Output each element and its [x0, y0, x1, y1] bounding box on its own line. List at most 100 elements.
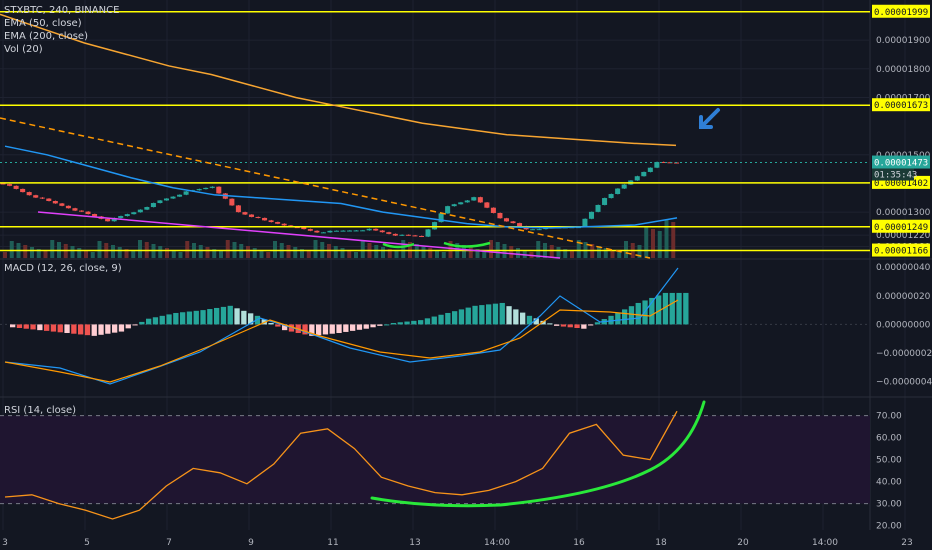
volume-bar: [340, 248, 345, 258]
candle-body: [170, 196, 176, 199]
macd-histogram-bar: [363, 324, 369, 329]
candle-body: [163, 198, 169, 201]
price-tick-label: 0.00001800: [876, 65, 931, 75]
volume-bar: [273, 241, 277, 258]
macd-histogram-bar: [554, 324, 560, 326]
candle-body: [588, 211, 594, 219]
candle-body: [281, 223, 287, 226]
macd-histogram-bar: [57, 324, 63, 333]
candle-body: [445, 206, 451, 214]
time-tick-label: 13: [409, 538, 420, 548]
time-tick-label: 20: [737, 538, 749, 548]
candle-body: [503, 218, 509, 222]
volume-bar: [252, 248, 257, 258]
macd-histogram-bar: [10, 324, 16, 328]
macd-histogram-bar: [465, 307, 471, 325]
macd-histogram-bar: [44, 324, 50, 331]
volume-bar: [394, 251, 399, 258]
volume-bar: [70, 246, 75, 258]
volume-bar: [90, 252, 95, 258]
macd-histogram-bar: [343, 324, 349, 332]
macd-histogram-bar: [356, 324, 363, 330]
candle-body: [608, 194, 614, 199]
volume-bar: [448, 241, 453, 258]
candle-body: [229, 198, 235, 206]
macd-histogram-bar: [594, 322, 601, 325]
volume-bar: [3, 252, 7, 258]
macd-histogram-bar: [520, 312, 526, 325]
candle-body: [425, 229, 431, 237]
candle-body: [275, 222, 281, 224]
time-tick-label: 7: [166, 538, 172, 548]
macd-histogram-bar: [540, 320, 546, 325]
volume-bar: [651, 229, 655, 258]
macd-histogram-bar: [397, 322, 403, 325]
volume-bar: [43, 251, 48, 258]
candle-body: [615, 188, 621, 195]
macd-histogram-bar: [683, 292, 689, 325]
macd-histogram-bar: [336, 324, 342, 334]
volume-bar: [509, 246, 514, 258]
time-tick-label: 11: [327, 538, 338, 548]
volume-bar: [563, 249, 568, 258]
rsi-tick-label: 60.00: [876, 434, 902, 444]
macd-histogram-bar: [159, 315, 165, 325]
candle-body: [118, 216, 124, 218]
macd-histogram-bar: [214, 307, 220, 325]
macd-histogram-bar: [418, 320, 424, 325]
macd-histogram-bar: [533, 318, 539, 325]
candle-body: [39, 197, 45, 199]
rsi-tick-label: 70.00: [876, 412, 902, 422]
candle-body: [660, 162, 666, 164]
macd-histogram-bar: [424, 318, 431, 325]
volume-bar: [468, 247, 473, 258]
volume-bar: [536, 241, 541, 258]
macd-histogram-bar: [50, 324, 57, 332]
macd-histogram-bar: [370, 324, 376, 328]
candle-body: [373, 228, 379, 231]
rsi-tick-label: 40.00: [876, 478, 902, 488]
time-tick-label: 23: [901, 538, 912, 548]
volume-bar: [30, 247, 34, 258]
volume-bar: [570, 251, 574, 258]
volume-bar: [198, 245, 203, 258]
candle-body: [386, 232, 392, 234]
volume-bar: [428, 248, 433, 258]
macd-histogram-bar: [91, 324, 97, 336]
candle-body: [85, 211, 91, 215]
candle-body: [497, 212, 503, 219]
macd-histogram-bar: [377, 324, 383, 326]
macd-histogram-bar: [656, 295, 662, 325]
volume-bar: [637, 245, 642, 258]
macd-histogram-bar: [350, 324, 356, 331]
macd-histogram-bar: [200, 310, 206, 325]
volume-bar: [158, 246, 163, 258]
countdown-label: 01:35:43: [874, 171, 917, 181]
level-tag-label: 0.00001402: [874, 179, 928, 189]
macd-histogram-bar: [118, 324, 125, 332]
candle-body: [595, 204, 601, 212]
volume-bar: [381, 247, 385, 258]
candle-body: [262, 217, 268, 221]
macd-histogram-bar: [642, 300, 648, 325]
candle-body: [451, 204, 457, 207]
candle-body: [438, 213, 444, 223]
level-tag: [872, 219, 930, 233]
macd-histogram-bar: [316, 324, 322, 336]
ema200-legend: EMA (200, close): [4, 31, 88, 42]
macd-histogram-bar: [98, 324, 104, 335]
candle-body: [20, 188, 26, 193]
macd-histogram-bar: [146, 318, 152, 325]
vol-legend: Vol (20): [4, 44, 43, 55]
macd-histogram-bar: [615, 312, 621, 325]
rsi-tick-label: 20.00: [876, 522, 902, 532]
macd-histogram-bar: [322, 324, 329, 335]
volume-bar: [617, 252, 622, 258]
candle-body: [484, 202, 490, 208]
candle-body: [477, 197, 483, 203]
trendline-dashed: [0, 117, 651, 259]
candle-body: [242, 212, 248, 215]
candle-body: [458, 202, 464, 205]
candle-body: [203, 187, 209, 190]
